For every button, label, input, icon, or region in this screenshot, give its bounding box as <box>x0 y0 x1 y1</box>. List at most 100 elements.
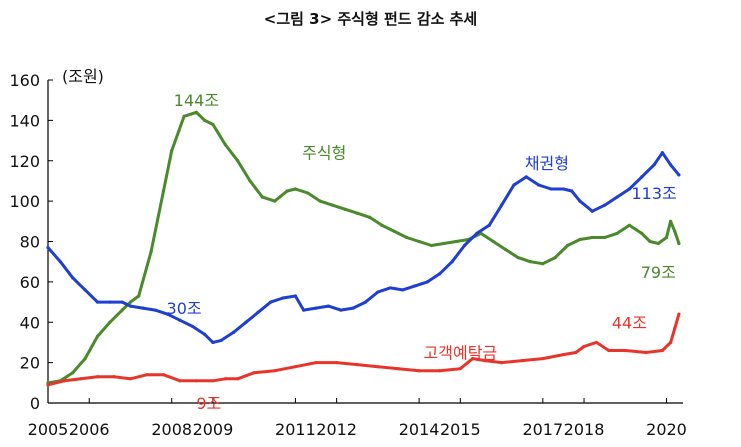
data-point <box>190 324 194 328</box>
data-point <box>499 203 504 207</box>
data-point <box>363 300 368 304</box>
data-point <box>450 260 454 264</box>
data-point <box>603 235 607 240</box>
data-point <box>376 290 380 294</box>
data-point <box>95 375 100 379</box>
data-point <box>236 159 240 163</box>
data-point <box>368 215 372 219</box>
data-point <box>524 175 528 179</box>
annotation-label: 79조 <box>641 263 676 282</box>
data-point <box>108 300 112 304</box>
data-point <box>499 361 504 365</box>
data-point <box>438 369 442 373</box>
y-tick-label: 40 <box>20 313 40 332</box>
data-point <box>318 199 322 203</box>
data-point <box>660 151 664 155</box>
data-point <box>244 320 248 324</box>
data-point <box>640 175 644 179</box>
data-point <box>396 367 401 371</box>
annotation-label: 144조 <box>174 91 219 110</box>
data-point <box>677 241 681 246</box>
x-tick-label: 2005 <box>28 420 69 439</box>
series-2 <box>46 312 681 387</box>
data-point <box>170 149 174 153</box>
data-point <box>62 379 67 383</box>
data-point <box>417 239 421 244</box>
data-point <box>58 260 62 264</box>
data-point <box>487 223 491 227</box>
data-point <box>46 245 50 250</box>
data-point <box>652 163 656 167</box>
data-point <box>549 187 553 191</box>
data-point <box>405 235 409 240</box>
data-point <box>462 243 467 248</box>
data-point <box>108 320 112 324</box>
data-point <box>46 383 50 387</box>
data-point <box>607 348 611 353</box>
data-point <box>351 306 355 310</box>
x-tick-label: 2009 <box>193 420 234 439</box>
data-point <box>388 286 392 290</box>
data-point <box>669 163 673 167</box>
data-point <box>178 318 182 322</box>
data-point <box>203 118 207 122</box>
data-point <box>273 369 277 373</box>
data-point <box>458 367 462 371</box>
data-point <box>223 377 227 381</box>
data-point <box>137 294 141 298</box>
data-point <box>512 183 516 187</box>
data-point <box>339 308 343 312</box>
data-point <box>677 173 681 177</box>
data-point <box>149 249 153 254</box>
data-point <box>570 189 574 193</box>
x-tick-label: 2018 <box>564 420 605 439</box>
data-point <box>565 243 570 248</box>
data-point <box>165 312 170 316</box>
data-point <box>561 187 566 191</box>
data-point <box>95 334 100 338</box>
data-point <box>194 110 199 114</box>
data-point <box>252 371 256 375</box>
data-point <box>83 288 87 292</box>
x-tick-label: 2011 <box>275 420 316 439</box>
y-tick-label: 100 <box>9 192 40 211</box>
annotation-label: 113조 <box>632 184 677 203</box>
data-point <box>541 262 545 266</box>
data-point <box>306 191 310 195</box>
data-point <box>302 308 306 312</box>
y-tick-label: 0 <box>30 394 40 413</box>
data-point <box>128 377 133 381</box>
data-point <box>112 375 116 379</box>
data-point <box>578 199 582 203</box>
data-point <box>615 195 619 199</box>
data-point <box>120 308 124 312</box>
data-point <box>256 310 260 314</box>
data-point <box>211 340 215 345</box>
data-point <box>273 199 277 203</box>
data-point <box>120 300 124 304</box>
data-point <box>537 183 541 187</box>
data-point <box>623 348 627 353</box>
data-point <box>281 296 285 300</box>
data-point <box>669 219 673 223</box>
data-point <box>553 256 557 260</box>
data-point <box>161 373 166 377</box>
data-point <box>141 306 145 310</box>
data-point <box>603 203 607 207</box>
data-point <box>590 235 594 240</box>
data-point <box>128 300 133 304</box>
data-point <box>442 241 446 246</box>
data-point <box>161 189 166 193</box>
x-tick-label: 2015 <box>440 420 481 439</box>
data-point <box>211 379 215 383</box>
data-point <box>454 239 458 244</box>
data-point <box>314 306 318 310</box>
y-tick-label: 140 <box>9 111 40 130</box>
data-point <box>504 247 508 252</box>
data-point <box>79 377 83 381</box>
data-point <box>269 300 273 304</box>
data-point <box>355 211 359 215</box>
series-0 <box>46 110 681 385</box>
